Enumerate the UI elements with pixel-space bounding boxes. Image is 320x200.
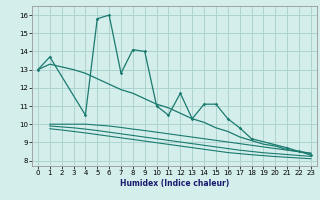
- X-axis label: Humidex (Indice chaleur): Humidex (Indice chaleur): [120, 179, 229, 188]
